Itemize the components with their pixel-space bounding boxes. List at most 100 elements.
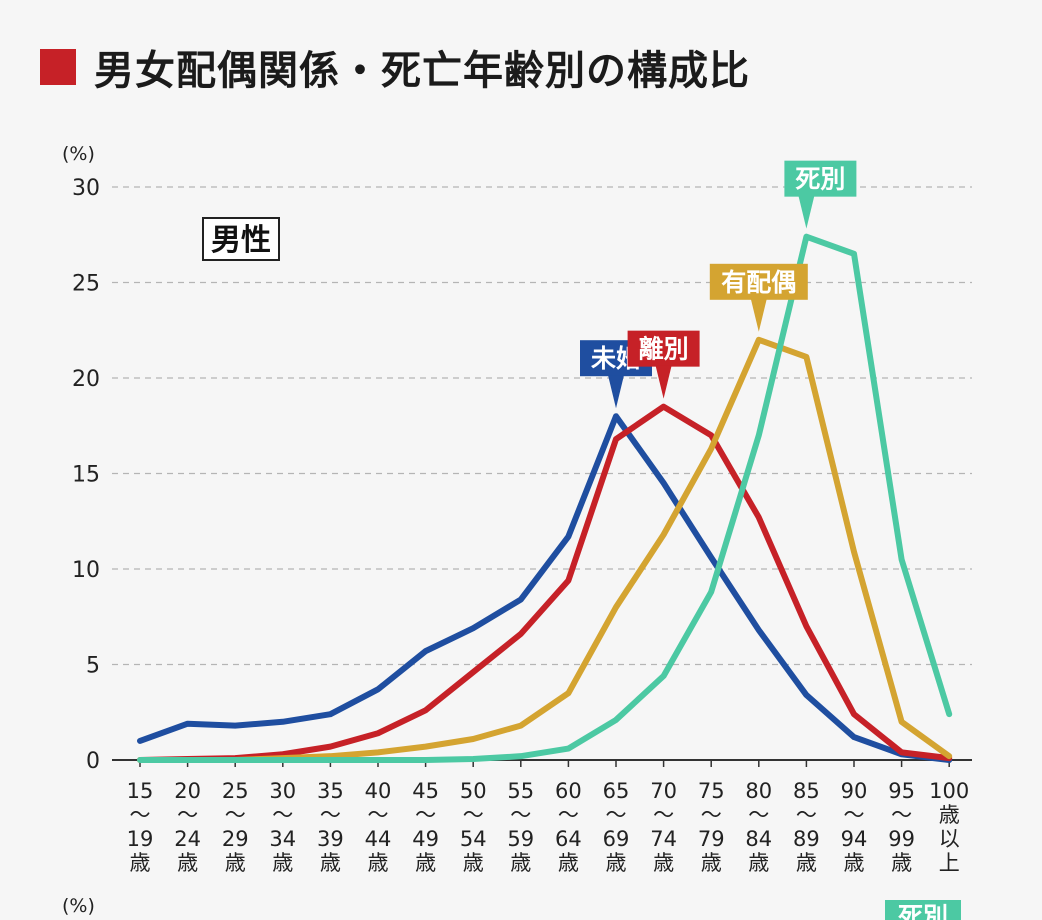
x-tick-line: 80	[745, 779, 772, 803]
x-tick-label: 80 〜 84 歳	[745, 779, 772, 875]
y-tick-label: 25	[72, 272, 100, 297]
x-tick-line: 20	[174, 779, 201, 803]
x-tick-label: 55 〜 59 歳	[507, 779, 534, 875]
x-tick-line: 84	[745, 827, 772, 851]
x-tick-line: 25	[222, 779, 249, 803]
next-panel-callout-label: 死別	[898, 902, 948, 920]
x-tick-line: 99	[888, 827, 915, 851]
series-line-未婚	[137, 413, 953, 763]
x-tick-line: 45	[412, 779, 439, 803]
x-tick-label: 90 〜 94 歳	[841, 779, 868, 875]
x-tick-line: 90	[841, 779, 868, 803]
next-panel-y-label: (%)	[62, 895, 95, 917]
x-tick-label: 45 〜 49 歳	[412, 779, 439, 875]
x-tick-line: 歳	[844, 851, 865, 875]
x-tick-line: 64	[555, 827, 582, 851]
x-tick-line: 〜	[130, 803, 151, 827]
panel-label-box	[202, 217, 280, 261]
x-tick-line: 100	[929, 779, 969, 803]
x-tick-line: 〜	[225, 803, 246, 827]
x-tick-line: 19	[127, 827, 154, 851]
panel-label: 男性	[211, 223, 271, 258]
x-tick-line: 34	[269, 827, 296, 851]
x-tick-line: 〜	[891, 803, 912, 827]
x-tick-label: 75 〜 79 歳	[698, 779, 725, 875]
callout-label: 離別	[639, 335, 689, 364]
x-tick-line: 49	[412, 827, 439, 851]
series-layer	[137, 233, 953, 763]
x-tick-line: 〜	[606, 803, 627, 827]
x-tick-line: 79	[698, 827, 725, 851]
x-tick-line: 60	[555, 779, 582, 803]
y-tick-label: 0	[86, 749, 100, 774]
x-tick-label: 15 〜 19 歳	[127, 779, 154, 875]
series-line-死別	[137, 233, 953, 763]
x-tick-line: 歳	[891, 851, 912, 875]
x-tick-line: 〜	[748, 803, 769, 827]
x-tick-line: 55	[507, 779, 534, 803]
x-tick-line: 〜	[368, 803, 389, 827]
y-tick-label: 20	[72, 367, 100, 392]
x-tick-line: 歳	[558, 851, 579, 875]
title-marker-square	[40, 49, 76, 85]
next-panel-callout-box	[885, 900, 961, 920]
x-tick-label: 20 〜 24 歳	[174, 779, 201, 875]
x-tick-line: 75	[698, 779, 725, 803]
x-tick-line: 歳	[939, 803, 960, 827]
x-tick-line: 〜	[415, 803, 436, 827]
x-tick-line: 30	[269, 779, 296, 803]
x-tick-label: 40 〜 44 歳	[365, 779, 392, 875]
x-tick-line: 54	[460, 827, 487, 851]
x-tick-line: 74	[650, 827, 677, 851]
x-tick-line: 上	[939, 851, 960, 875]
y-axis-label: (%)	[62, 143, 95, 165]
x-tick-line: 歳	[748, 851, 769, 875]
x-tick-line: 59	[507, 827, 534, 851]
x-tick-line: 70	[650, 779, 677, 803]
x-tick-line: 39	[317, 827, 344, 851]
x-tick-line: 〜	[701, 803, 722, 827]
callout-pointer	[750, 298, 767, 332]
callout-pointer	[798, 195, 815, 229]
x-tick-line: 歳	[701, 851, 722, 875]
x-tick-line: 歳	[368, 851, 389, 875]
callout-label: 死別	[795, 165, 845, 194]
x-tick-label: 25 〜 29 歳	[222, 779, 249, 875]
x-tick-line: 歳	[796, 851, 817, 875]
x-tick-line: 〜	[653, 803, 674, 827]
chart-title: 男女配偶関係・死亡年齢別の構成比	[40, 38, 750, 96]
x-tick-line: 〜	[558, 803, 579, 827]
x-tick-label: 35 〜 39 歳	[317, 779, 344, 875]
x-tick-line: 94	[841, 827, 868, 851]
x-tick-label: 65 〜 69 歳	[603, 779, 630, 875]
y-tick-label: 15	[72, 463, 100, 488]
x-tick-label: 85 〜 89 歳	[793, 779, 820, 875]
callout-box	[709, 263, 808, 300]
y-tick-label: 10	[72, 558, 100, 583]
callout-box	[627, 330, 700, 367]
callout-label: 有配偶	[721, 268, 796, 297]
y-tick-label: 30	[72, 176, 100, 201]
series-line-離別	[137, 403, 953, 763]
title-text: 男女配偶関係・死亡年齢別の構成比	[94, 48, 750, 94]
x-tick-line: 歳	[653, 851, 674, 875]
y-tick-label: 5	[86, 654, 100, 679]
x-tick-line: 歳	[320, 851, 341, 875]
x-tick-line: 44	[365, 827, 392, 851]
x-tick-line: 95	[888, 779, 915, 803]
x-tick-line: 35	[317, 779, 344, 803]
x-tick-label: 50 〜 54 歳	[460, 779, 487, 875]
x-tick-line: 以	[939, 827, 960, 851]
x-tick-label: 30 〜 34 歳	[269, 779, 296, 875]
callout-pointer	[608, 375, 624, 409]
x-tick-label: 60 〜 64 歳	[555, 779, 582, 875]
x-tick-line: 89	[793, 827, 820, 851]
x-tick-line: 歳	[225, 851, 246, 875]
x-tick-line: 15	[127, 779, 154, 803]
x-tick-line: 〜	[320, 803, 341, 827]
x-tick-line: 29	[222, 827, 249, 851]
x-tick-line: 歳	[415, 851, 436, 875]
x-tick-line: 50	[460, 779, 487, 803]
